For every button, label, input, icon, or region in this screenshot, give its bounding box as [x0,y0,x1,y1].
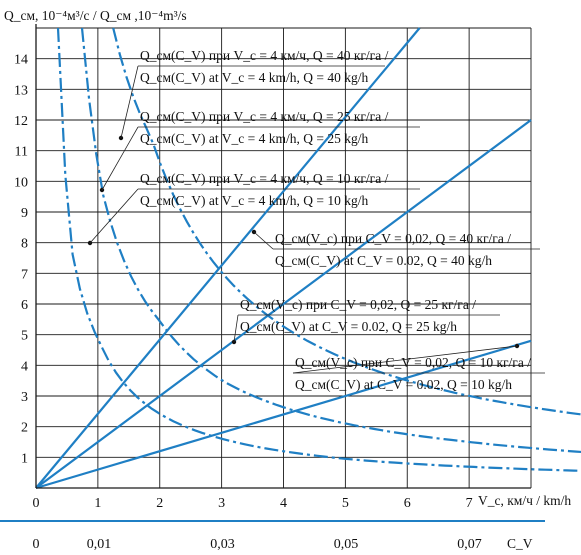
series-label-ru: Q_см(C_V) при V_c = 4 км/ч, Q = 10 кг/га… [140,171,389,186]
x2-axis-label: C_V [507,536,533,551]
series-label-ru: Q_см(V_c) при C_V = 0,02, Q = 10 кг/га / [295,355,531,370]
y-tick-label: 4 [21,359,28,374]
y-tick-label: 8 [21,237,28,252]
series-2 [80,27,581,454]
x-tick-label: 0 [33,496,40,511]
series-curves [35,27,581,490]
x-tick-label: 2 [156,496,163,511]
leader-line [292,345,518,374]
y-tick-label: 1 [21,451,28,466]
x-tick-label: 4 [280,496,287,511]
series-4 [35,27,421,489]
series-3 [56,27,581,472]
x-tick-label: 1 [94,496,101,511]
y-tick-label: 9 [21,206,28,221]
series-label-ru: Q_см(V_c) при C_V = 0,02, Q = 25 кг/га / [240,297,476,312]
y-tick-label: 2 [21,421,28,436]
y-axis-label: Q_см, 10⁻⁴м³/с / Q_см ,10⁻⁴m³/s [4,8,187,23]
x2-tick-label: 0,07 [457,537,482,552]
series-label-ru: Q_см(C_V) при V_c = 4 км/ч, Q = 40 кг/га… [140,48,389,63]
y-tick-label: 10 [14,175,28,190]
leader-line [233,314,239,343]
series-label-en: Q_см(C_V) at V_c = 4 km/h, Q = 25 kg/h [140,131,368,146]
series-label-ru: Q_см(V_c) при C_V = 0,02, Q = 40 кг/га / [275,231,511,246]
y-tick-label: 5 [21,329,28,344]
series-5 [35,119,532,489]
x-tick-label: 7 [466,496,473,511]
series-label-en: Q_см(C_V) at V_c = 4 km/h, Q = 40 kg/h [140,70,368,85]
x-tick-label: 3 [218,496,225,511]
series-label-en: Q_см(C_V) at C_V = 0.02, Q = 10 kg/h [295,377,512,392]
series-label-ru: Q_см(C_V) при V_c = 4 км/ч, Q = 25 кг/га… [140,109,389,124]
x-tick-label: 6 [404,496,411,511]
x2-tick-label: 0,01 [87,537,112,552]
y-tick-label: 13 [14,83,28,98]
axes [0,24,545,522]
leader-line [253,231,274,250]
series-label-en: Q_см(C_V) at C_V = 0.02, Q = 40 kg/h [275,253,492,268]
y-tick-label: 6 [21,298,28,313]
series-1 [112,27,581,416]
x2-tick-label: 0,05 [334,537,359,552]
y-tick-label: 14 [14,53,28,68]
leader-line [120,65,139,139]
y-tick-label: 11 [15,145,28,160]
leader-line [89,188,139,244]
x2-tick-label: 0 [33,537,40,552]
x-tick-label: 5 [342,496,349,511]
series-label-en: Q_см(C_V) at C_V = 0.02, Q = 25 kg/h [240,319,457,334]
y-tick-label: 7 [21,267,28,282]
annotations: Q_см(C_V) при V_c = 4 км/ч, Q = 40 кг/га… [87,48,545,392]
y-tick-label: 3 [21,390,28,405]
series-6 [35,339,532,490]
x2-tick-label: 0,03 [210,537,235,552]
y-tick-label: 12 [14,114,28,129]
x-axis-label: V_c, км/ч / km/h [478,493,571,508]
leader-line [101,126,139,191]
series-label-en: Q_см(C_V) at V_c = 4 km/h, Q = 10 kg/h [140,193,368,208]
